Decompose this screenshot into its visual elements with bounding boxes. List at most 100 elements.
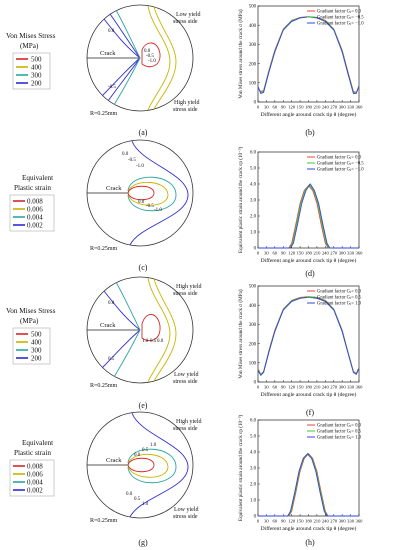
x-tick-label: 30 bbox=[264, 519, 269, 524]
x-axis-label: Different angle around crack tip θ (degr… bbox=[261, 391, 357, 398]
contour-plot-e: 1.0 0.5 0.0 0.0 0.5 Crack High yield stre… bbox=[86, 276, 202, 389]
y-tick-label: 300 bbox=[249, 43, 257, 48]
radius-label: R=0.25mm bbox=[90, 518, 118, 524]
crack-label: Crack bbox=[106, 457, 122, 464]
contour-label: 0.0 bbox=[126, 492, 133, 497]
panel-label-a: (a) bbox=[139, 128, 148, 137]
y-axis-label: Equivalent plastic strain around the cra… bbox=[237, 415, 244, 522]
y-tick-label: 0 bbox=[254, 515, 257, 520]
legend-label: Gradiant factor Gⱼ= −1.0 bbox=[317, 22, 364, 27]
side-label-top: High yield stress side bbox=[173, 284, 202, 297]
legend-von-mises-e: Von Mises Stress (MPa) 500 400 300 200 bbox=[6, 307, 56, 365]
contour-400-b bbox=[153, 6, 177, 110]
contour-0006 bbox=[127, 181, 169, 206]
legend-title-line2: Plastic strain bbox=[14, 449, 51, 457]
side-label-bottom: Low yield stress side bbox=[173, 507, 199, 520]
contour-200-upper bbox=[103, 290, 141, 331]
legend-title-line1: Equivalent bbox=[22, 174, 53, 182]
x-tick-label: 30 bbox=[264, 105, 269, 110]
panel-label-d: (d) bbox=[305, 269, 315, 278]
y-axis-label: Von Mises stress around the crack σ (MPa… bbox=[237, 9, 244, 99]
x-tick-label: 120 bbox=[288, 385, 296, 390]
legend-value-400: 400 bbox=[31, 339, 42, 347]
contour-400 bbox=[147, 5, 171, 111]
x-tick-label: 120 bbox=[288, 105, 296, 110]
y-tick-label: 4.0 bbox=[250, 451, 257, 456]
legend-strain-c: Equivalent Plastic strain 0.008 0.006 0.… bbox=[9, 174, 55, 232]
x-tick-label: 150 bbox=[297, 105, 305, 110]
contour-300-lower bbox=[113, 329, 141, 378]
contour-0008 bbox=[127, 457, 155, 473]
x-tick-label: 210 bbox=[313, 105, 321, 110]
x-tick-label: 90 bbox=[281, 105, 286, 110]
contour-label: 0.0 bbox=[108, 301, 115, 306]
y-axis-label: Equivalent plastic strain around the cra… bbox=[237, 147, 244, 254]
line-chart-f: 0 30 60 90 120 150 180 210 240 270 300 330 360010020… bbox=[237, 285, 363, 398]
x-tick-label: 330 bbox=[347, 251, 355, 256]
x-tick-label: 210 bbox=[313, 519, 321, 524]
legend-strain-g: Equivalent Plastic strain 0.008 0.006 0.… bbox=[9, 439, 55, 497]
y-tick-label: 1.0 bbox=[250, 231, 257, 236]
crack-label: Crack bbox=[106, 185, 122, 192]
x-tick-label: 60 bbox=[273, 519, 278, 524]
contour-200-lower bbox=[101, 57, 141, 97]
contour-label: -1.0 bbox=[148, 59, 156, 64]
x-tick-label: 240 bbox=[322, 385, 330, 390]
contour-0004 bbox=[127, 448, 177, 484]
legend-label: Gradiant factor Gⱼ= 0.0 bbox=[317, 424, 362, 429]
legend-label: Gradiant factor Gⱼ= 1.0 bbox=[317, 302, 362, 307]
legend-value-0004: 0.004 bbox=[27, 214, 43, 222]
legend-title-line2: Plastic strain bbox=[14, 184, 51, 192]
radius-label: R=0.25mm bbox=[90, 383, 118, 389]
legend-value-0004: 0.004 bbox=[27, 479, 43, 487]
contour-label: 0.0 bbox=[157, 339, 164, 344]
contour-0002 bbox=[129, 412, 189, 518]
series-line-0 bbox=[258, 184, 359, 249]
y-tick-label: 0 bbox=[254, 381, 257, 386]
contour-300-upper bbox=[115, 281, 141, 331]
x-tick-label: 330 bbox=[347, 105, 355, 110]
contour-label: -0.5 bbox=[108, 85, 116, 90]
legend-value-0006: 0.006 bbox=[27, 471, 43, 479]
legend-von-mises-a: Von Mises Stress (MPa) 500 400 300 200 bbox=[6, 32, 56, 90]
y-tick-label: 0 bbox=[254, 101, 257, 106]
series-line-1 bbox=[258, 184, 359, 249]
contour-plot-c: 0.0 -0.5 -1.0 0.0 -0.5 -1.0 Crack R=0.25… bbox=[86, 139, 194, 252]
contour-label: 0.0 bbox=[144, 49, 151, 54]
x-tick-label: 150 bbox=[297, 385, 305, 390]
legend-value-0008: 0.008 bbox=[27, 198, 43, 206]
legend-value-0008: 0.008 bbox=[27, 463, 43, 471]
contour-label: 0.5 bbox=[142, 448, 149, 453]
series-line-0 bbox=[258, 452, 359, 517]
x-tick-label: 360 bbox=[356, 251, 364, 256]
x-tick-label: 120 bbox=[288, 251, 296, 256]
legend-label: Gradiant factor Gⱼ= 0.0 bbox=[317, 10, 362, 15]
legend-title-line1: Equivalent bbox=[22, 439, 53, 447]
y-tick-label: 1.0 bbox=[250, 499, 257, 504]
contour-300-upper bbox=[115, 9, 141, 59]
legend-value-300: 300 bbox=[31, 72, 42, 80]
legend-frame bbox=[12, 327, 51, 365]
x-tick-label: 300 bbox=[339, 385, 347, 390]
contour-label: 1.0 bbox=[142, 339, 149, 344]
x-tick-label: 150 bbox=[297, 519, 305, 524]
y-tick-label: 3.0 bbox=[250, 199, 257, 204]
x-tick-label: 0 bbox=[257, 105, 260, 110]
contour-label: 0.5 bbox=[134, 497, 141, 502]
side-label-top: High yield stress side bbox=[173, 419, 202, 432]
y-tick-label: 400 bbox=[249, 24, 257, 29]
contour-plot-g: 0.0 0.5 1.0 0.0 0.5 1.0 Crack High yield… bbox=[86, 411, 202, 524]
side-label-top: Low yield stress side bbox=[173, 12, 201, 25]
panel-label-f: (f) bbox=[306, 408, 314, 417]
series-line-2 bbox=[257, 296, 360, 377]
legend-title-line2: (MPa) bbox=[20, 42, 39, 50]
contour-label: -0.5 bbox=[146, 54, 154, 59]
side-label-bottom: Low yield stress side bbox=[173, 372, 199, 385]
legend-label: Gradiant factor Gⱼ= 0.0 bbox=[317, 290, 362, 295]
contour-label: -1.0 bbox=[154, 208, 162, 213]
legend-value-500: 500 bbox=[31, 331, 42, 339]
y-tick-label: 500 bbox=[249, 285, 257, 290]
legend-value-0006: 0.006 bbox=[27, 206, 43, 214]
x-tick-label: 360 bbox=[356, 105, 364, 110]
